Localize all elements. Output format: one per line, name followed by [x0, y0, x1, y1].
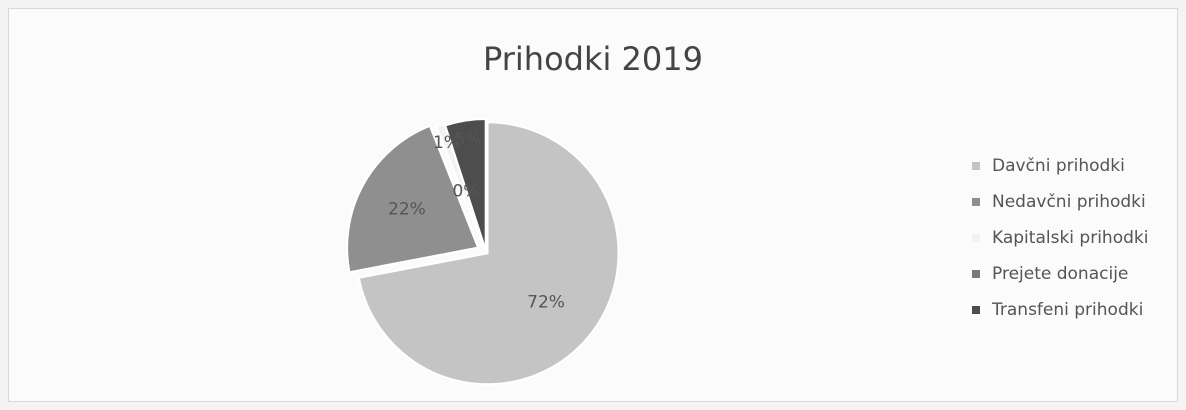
legend-label: Nedavčni prihodki	[992, 192, 1146, 212]
legend-swatch	[972, 270, 980, 278]
legend-item-transfeni-prihodki: Transfeni prihodki	[972, 292, 1148, 328]
chart-legend: Davčni prihodki Nedavčni prihodki Kapitals…	[972, 148, 1148, 328]
legend-swatch	[972, 162, 980, 170]
legend-label: Prejete donacije	[992, 264, 1129, 284]
legend-item-davcni-prihodki: Davčni prihodki	[972, 148, 1148, 184]
legend-item-prejete-donacije: Prejete donacije	[972, 256, 1148, 292]
data-label-prejete-donacije: 0%	[452, 181, 479, 201]
legend-swatch	[972, 198, 980, 206]
pie-slice-davcni-prihodki	[357, 121, 620, 386]
data-label-transfeni-prihodki: 5%	[455, 130, 482, 150]
legend-item-kapitalski-prihodki: Kapitalski prihodki	[972, 220, 1148, 256]
legend-swatch	[972, 234, 980, 242]
pie-slice-transfeni-prihodki	[443, 118, 487, 251]
legend-label: Transfeni prihodki	[992, 300, 1144, 320]
pie-slice-kapitalski-prihodki	[435, 122, 486, 249]
pie-slice-nedavcni-prihodki	[346, 124, 480, 274]
legend-swatch	[972, 306, 980, 314]
data-label-kapitalski-prihodki: 1%	[433, 133, 460, 153]
legend-item-nedavcni-prihodki: Nedavčni prihodki	[972, 184, 1148, 220]
chart-title: Prihodki 2019	[483, 40, 703, 78]
data-label-nedavcni-prihodki: 22%	[388, 200, 426, 220]
legend-label: Davčni prihodki	[992, 156, 1125, 176]
data-label-davcni-prihodki: 72%	[527, 293, 565, 313]
legend-label: Kapitalski prihodki	[992, 228, 1149, 248]
